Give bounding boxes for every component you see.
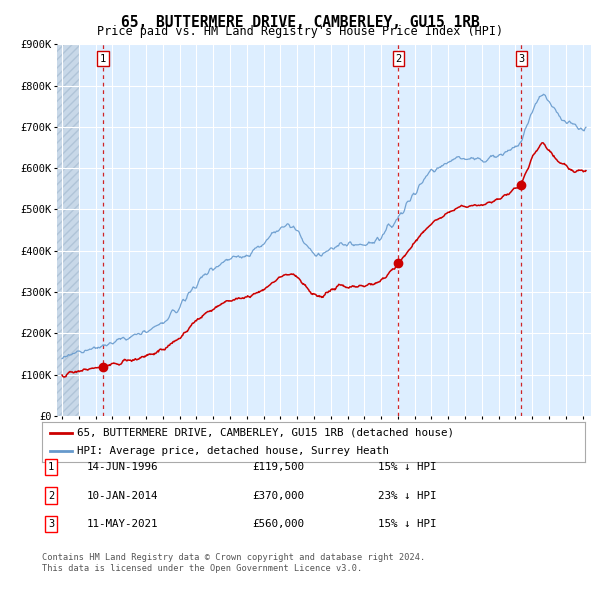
Text: 2: 2 — [395, 54, 401, 64]
Text: £370,000: £370,000 — [252, 491, 304, 500]
Text: 3: 3 — [48, 519, 54, 529]
Text: 15% ↓ HPI: 15% ↓ HPI — [378, 519, 437, 529]
Text: 15% ↓ HPI: 15% ↓ HPI — [378, 463, 437, 472]
Text: 14-JUN-1996: 14-JUN-1996 — [87, 463, 158, 472]
Text: 65, BUTTERMERE DRIVE, CAMBERLEY, GU15 1RB (detached house): 65, BUTTERMERE DRIVE, CAMBERLEY, GU15 1R… — [77, 428, 454, 438]
Text: 11-MAY-2021: 11-MAY-2021 — [87, 519, 158, 529]
Text: 1: 1 — [48, 463, 54, 472]
Text: HPI: Average price, detached house, Surrey Heath: HPI: Average price, detached house, Surr… — [77, 446, 389, 456]
Text: £560,000: £560,000 — [252, 519, 304, 529]
Text: 65, BUTTERMERE DRIVE, CAMBERLEY, GU15 1RB: 65, BUTTERMERE DRIVE, CAMBERLEY, GU15 1R… — [121, 15, 479, 30]
Text: £119,500: £119,500 — [252, 463, 304, 472]
Text: 3: 3 — [518, 54, 524, 64]
Bar — [57, 44, 79, 416]
Text: Price paid vs. HM Land Registry's House Price Index (HPI): Price paid vs. HM Land Registry's House … — [97, 25, 503, 38]
Text: Contains HM Land Registry data © Crown copyright and database right 2024.
This d: Contains HM Land Registry data © Crown c… — [42, 553, 425, 573]
Text: 23% ↓ HPI: 23% ↓ HPI — [378, 491, 437, 500]
Text: 1: 1 — [100, 54, 106, 64]
Text: 2: 2 — [48, 491, 54, 500]
Text: 10-JAN-2014: 10-JAN-2014 — [87, 491, 158, 500]
